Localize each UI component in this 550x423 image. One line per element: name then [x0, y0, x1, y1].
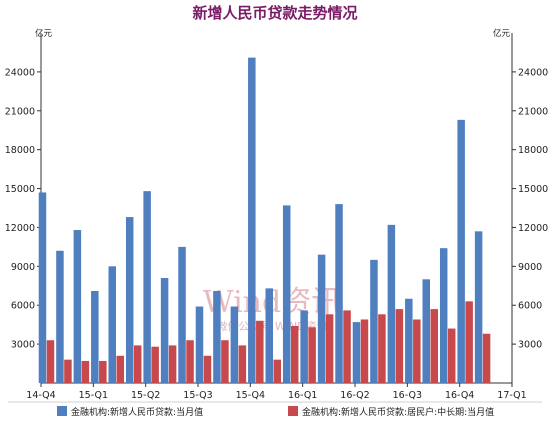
bar-series-1 [91, 290, 99, 383]
bar-series-1 [457, 119, 465, 383]
bar-series-2 [482, 333, 491, 383]
y-tick-label-left: 9000 [11, 262, 35, 273]
bar-series-2 [395, 309, 404, 383]
bar-series-2 [64, 359, 72, 383]
bar-series-2 [430, 309, 439, 383]
bar-series-1 [352, 322, 361, 383]
legend-swatch-series-2 [288, 406, 298, 416]
bar-series-2 [290, 325, 299, 383]
bar-series-1 [335, 204, 343, 383]
y-tick-label-right: 18000 [518, 145, 548, 156]
bar-series-2 [325, 314, 334, 383]
bar-series-2 [343, 310, 351, 383]
bar-series-2 [378, 314, 386, 383]
bar-series-2 [221, 340, 229, 383]
bars-group [38, 57, 491, 383]
bar-series-2 [133, 345, 142, 383]
bar-series-1 [143, 191, 151, 383]
y-tick-label-right: 3000 [518, 340, 542, 351]
legend-label-series-2: 金融机构:新增人民币贷款:居民户:中长期:当月值 [302, 406, 494, 418]
y-tick-label-left: 21000 [5, 106, 35, 117]
bar-series-1 [38, 192, 47, 383]
bar-series-1 [178, 246, 186, 383]
bar-series-2 [238, 345, 247, 383]
bar-series-1 [265, 288, 274, 383]
legend-label-series-1: 金融机构:新增人民币贷款:当月值 [71, 406, 203, 418]
y-tick-label-left: 6000 [11, 301, 35, 312]
bar-series-1 [317, 254, 326, 383]
bar-series-2 [46, 340, 55, 383]
bar-series-1 [125, 217, 134, 383]
bar-series-1 [370, 259, 378, 383]
bar-series-1 [474, 231, 483, 383]
x-tick-label: 16-Q3 [393, 390, 422, 401]
bar-series-1 [56, 250, 64, 383]
y-tick-label-right: 6000 [518, 301, 542, 312]
bar-series-2 [413, 319, 421, 383]
left-axis-unit: 亿元 [35, 28, 53, 39]
bar-series-1 [282, 205, 291, 383]
bar-series-1 [248, 57, 256, 383]
bar-series-2 [151, 346, 159, 383]
bar-series-2 [360, 319, 369, 383]
y-tick-label-right: 12000 [518, 223, 548, 234]
x-tick-label: 16-Q2 [340, 390, 369, 401]
bar-series-1 [300, 310, 308, 383]
bar-series-2 [465, 301, 473, 383]
bar-series-1 [108, 266, 117, 383]
y-tick-label-right: 24000 [518, 67, 548, 78]
bar-series-1 [422, 279, 431, 383]
bar-series-1 [387, 224, 396, 383]
y-tick-label-right: 21000 [518, 106, 548, 117]
y-tick-label-left: 18000 [5, 145, 35, 156]
bar-series-1 [160, 278, 169, 383]
bar-series-2 [116, 355, 125, 383]
y-tick-label-left: 12000 [5, 223, 35, 234]
bar-series-2 [273, 359, 282, 383]
bar-series-1 [405, 298, 413, 383]
y-tick-label-right: 15000 [518, 184, 548, 195]
x-tick-label: 15-Q1 [79, 390, 108, 401]
bar-series-2 [168, 345, 177, 383]
bar-series-2 [203, 355, 212, 383]
x-tick-label: 15-Q2 [131, 390, 160, 401]
y-tick-label-left: 24000 [5, 67, 35, 78]
bar-series-1 [230, 306, 239, 383]
right-axis-unit: 亿元 [493, 28, 511, 39]
x-tick-label: 15-Q3 [183, 390, 212, 401]
bar-series-1 [195, 306, 204, 383]
x-tick-label: 14-Q4 [26, 390, 55, 401]
bar-series-1 [439, 248, 448, 383]
x-tick-label: 16-Q1 [288, 390, 317, 401]
bar-series-2 [447, 328, 456, 383]
x-tick-label: 15-Q4 [236, 390, 265, 401]
bar-series-1 [213, 290, 221, 383]
bar-series-2 [186, 340, 194, 383]
legend: 金融机构:新增人民币贷款:当月值 金融机构:新增人民币贷款:居民户:中长期:当月值 [8, 401, 542, 418]
y-tick-label-right: 9000 [518, 262, 542, 273]
legend-swatch-series-1 [57, 406, 67, 416]
x-tick-label: 16-Q4 [445, 390, 474, 401]
y-tick-label-left: 15000 [5, 184, 35, 195]
chart-title: 新增人民币贷款走势情况 [192, 4, 357, 22]
bar-series-2 [256, 320, 264, 383]
y-tick-label-left: 3000 [11, 340, 35, 351]
bar-series-2 [308, 327, 316, 383]
bar-series-1 [73, 230, 82, 383]
bar-series-2 [99, 360, 107, 383]
x-tick-label: 17-Q1 [497, 390, 526, 401]
bar-series-2 [81, 360, 90, 383]
